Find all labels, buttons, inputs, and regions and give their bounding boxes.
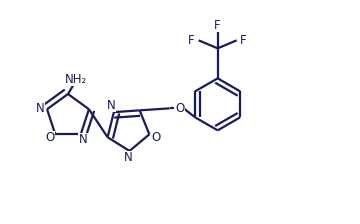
Text: N: N	[78, 133, 87, 146]
Text: O: O	[152, 131, 161, 144]
Text: O: O	[45, 131, 55, 144]
Text: N: N	[36, 102, 44, 115]
Text: O: O	[175, 102, 184, 115]
Text: F: F	[188, 34, 195, 47]
Text: N: N	[107, 99, 115, 112]
Text: NH₂: NH₂	[65, 73, 87, 86]
Text: F: F	[240, 34, 247, 47]
Text: N: N	[124, 151, 133, 164]
Text: F: F	[214, 19, 221, 32]
